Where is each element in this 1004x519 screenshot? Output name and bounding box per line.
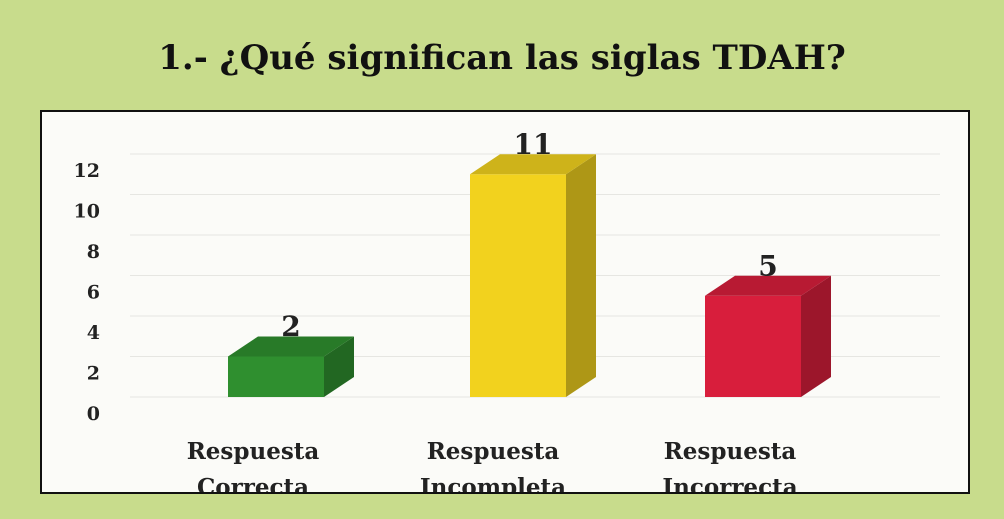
y-tick-label: 0 <box>87 403 100 425</box>
y-tick-label: 6 <box>87 282 100 304</box>
x-tick-label: Respuesta Incompleta <box>419 438 567 494</box>
chart: 0 2 4 6 8 10 12 2 11 5 <box>74 128 940 425</box>
data-label: 2 <box>281 310 300 343</box>
y-tick-label: 10 <box>74 201 100 223</box>
x-tick-label: Respuesta Correcta <box>186 438 320 494</box>
bar <box>470 154 596 397</box>
y-tick-label: 4 <box>87 322 100 344</box>
bar <box>705 275 831 397</box>
bar-top <box>705 275 831 296</box>
chart-title: 1.- ¿Qué significan las siglas TDAH? <box>158 38 846 78</box>
y-tick-label: 8 <box>87 241 100 263</box>
y-tick-label: 2 <box>87 363 100 385</box>
bar-top <box>470 154 596 175</box>
data-label: 5 <box>758 249 777 282</box>
bar <box>228 336 354 397</box>
bar-front <box>228 356 324 397</box>
bar-side <box>324 336 354 397</box>
bar-side <box>566 154 596 397</box>
bar-front <box>705 295 801 397</box>
data-label: 11 <box>514 128 553 161</box>
x-tick-label: Respuesta Incorrecta <box>662 438 798 494</box>
bar-front <box>470 174 566 397</box>
bar-side <box>801 275 831 397</box>
bar-top <box>228 336 354 357</box>
chart-area: 0 2 4 6 8 10 12 2 11 5 Respuesta Correcta Respuest… <box>40 110 970 494</box>
y-tick-label: 12 <box>74 160 100 182</box>
